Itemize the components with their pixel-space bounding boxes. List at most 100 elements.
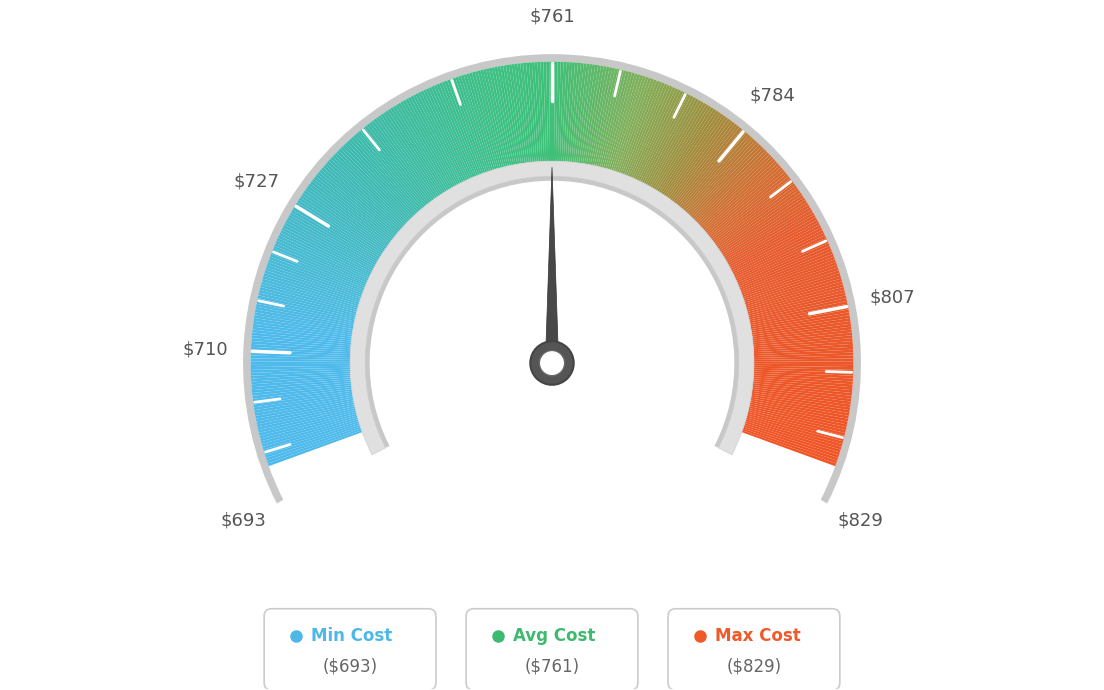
Wedge shape: [267, 428, 362, 464]
Wedge shape: [254, 393, 352, 411]
Wedge shape: [660, 109, 716, 194]
Wedge shape: [586, 66, 607, 164]
Wedge shape: [638, 90, 683, 181]
Wedge shape: [447, 79, 484, 174]
Wedge shape: [664, 112, 721, 196]
Wedge shape: [411, 96, 459, 185]
Wedge shape: [690, 142, 760, 217]
Wedge shape: [257, 406, 355, 430]
Wedge shape: [754, 364, 853, 367]
Wedge shape: [532, 62, 540, 161]
Wedge shape: [256, 400, 354, 422]
Wedge shape: [644, 95, 691, 184]
Text: $693: $693: [220, 511, 266, 529]
Wedge shape: [726, 212, 815, 264]
Wedge shape: [273, 246, 365, 286]
Wedge shape: [751, 399, 849, 419]
Wedge shape: [753, 333, 852, 344]
Wedge shape: [268, 431, 362, 466]
Wedge shape: [708, 172, 787, 237]
Wedge shape: [698, 155, 772, 225]
Wedge shape: [431, 86, 473, 178]
Wedge shape: [618, 79, 654, 173]
Wedge shape: [560, 62, 566, 161]
Wedge shape: [754, 353, 853, 358]
Wedge shape: [254, 318, 352, 335]
Wedge shape: [552, 61, 555, 161]
Wedge shape: [581, 65, 598, 164]
Wedge shape: [682, 132, 749, 210]
Wedge shape: [258, 293, 355, 317]
Wedge shape: [709, 174, 788, 238]
Wedge shape: [397, 103, 450, 190]
Wedge shape: [415, 93, 463, 183]
Wedge shape: [541, 62, 546, 161]
Wedge shape: [750, 301, 848, 324]
Wedge shape: [742, 259, 836, 295]
Wedge shape: [670, 119, 731, 200]
Wedge shape: [330, 157, 405, 226]
Wedge shape: [747, 412, 845, 439]
Wedge shape: [251, 362, 350, 364]
Wedge shape: [243, 54, 861, 503]
Wedge shape: [379, 115, 437, 198]
Wedge shape: [308, 183, 390, 244]
Wedge shape: [753, 381, 852, 393]
Wedge shape: [529, 62, 539, 161]
Wedge shape: [675, 124, 737, 204]
Wedge shape: [252, 380, 351, 390]
Wedge shape: [265, 268, 361, 301]
Text: ($693): ($693): [322, 657, 378, 675]
Wedge shape: [321, 168, 399, 233]
Wedge shape: [737, 243, 830, 284]
Wedge shape: [262, 282, 358, 310]
Text: $784: $784: [750, 87, 796, 105]
Wedge shape: [735, 235, 826, 279]
Wedge shape: [724, 205, 810, 259]
Wedge shape: [436, 83, 476, 177]
Wedge shape: [353, 135, 421, 211]
Wedge shape: [484, 69, 508, 166]
Wedge shape: [693, 148, 765, 221]
Wedge shape: [718, 190, 800, 249]
Wedge shape: [251, 373, 350, 382]
Wedge shape: [360, 129, 425, 208]
Wedge shape: [703, 163, 779, 230]
Wedge shape: [526, 63, 537, 162]
Wedge shape: [428, 87, 471, 179]
Wedge shape: [264, 273, 359, 304]
Wedge shape: [649, 99, 699, 187]
Wedge shape: [253, 321, 352, 337]
Wedge shape: [365, 176, 739, 448]
Wedge shape: [654, 103, 707, 190]
Wedge shape: [489, 68, 511, 166]
Text: $710: $710: [183, 340, 229, 359]
Wedge shape: [442, 81, 480, 175]
Wedge shape: [319, 170, 397, 235]
Wedge shape: [455, 77, 489, 172]
Wedge shape: [253, 387, 352, 402]
Wedge shape: [612, 75, 644, 170]
Wedge shape: [704, 165, 782, 232]
Wedge shape: [514, 63, 529, 163]
Wedge shape: [523, 63, 534, 162]
Wedge shape: [276, 241, 368, 283]
Wedge shape: [503, 66, 521, 164]
Wedge shape: [735, 238, 827, 281]
Wedge shape: [753, 341, 852, 351]
Wedge shape: [741, 257, 835, 293]
Wedge shape: [335, 152, 407, 224]
Wedge shape: [255, 306, 353, 327]
Wedge shape: [495, 67, 516, 165]
Wedge shape: [650, 100, 701, 188]
Wedge shape: [749, 406, 847, 430]
Wedge shape: [746, 417, 842, 447]
Wedge shape: [339, 148, 411, 221]
Wedge shape: [418, 92, 464, 182]
Wedge shape: [301, 193, 385, 250]
Wedge shape: [744, 270, 840, 303]
Wedge shape: [367, 124, 429, 204]
Wedge shape: [259, 287, 357, 314]
Wedge shape: [747, 287, 845, 314]
Text: Avg Cost: Avg Cost: [513, 627, 595, 645]
